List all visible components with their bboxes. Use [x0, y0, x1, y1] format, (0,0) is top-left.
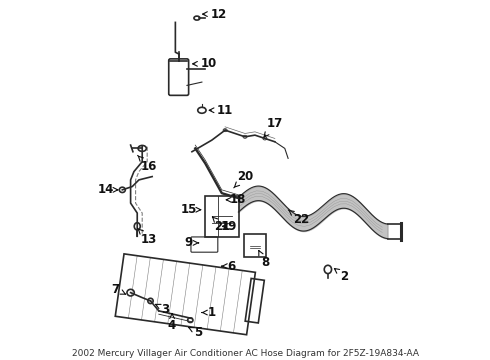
Text: 9: 9: [185, 237, 198, 249]
Text: 2002 Mercury Villager Air Conditioner AC Hose Diagram for 2F5Z-19A834-AA: 2002 Mercury Villager Air Conditioner AC…: [72, 349, 418, 358]
Text: 3: 3: [156, 303, 170, 316]
Text: 4: 4: [168, 314, 176, 332]
Text: 1: 1: [202, 306, 216, 319]
Text: 22: 22: [288, 210, 310, 226]
Text: 14: 14: [98, 183, 118, 196]
Text: 18: 18: [226, 193, 246, 206]
Text: 15: 15: [180, 203, 201, 216]
Text: 21: 21: [212, 217, 230, 233]
Text: 17: 17: [264, 117, 283, 137]
Text: 16: 16: [138, 156, 157, 173]
Text: 11: 11: [209, 104, 233, 117]
Text: 19: 19: [220, 220, 237, 233]
Text: 7: 7: [112, 283, 125, 296]
Text: 10: 10: [193, 57, 217, 70]
Text: 5: 5: [189, 326, 203, 339]
Text: 6: 6: [222, 260, 236, 273]
Text: 8: 8: [259, 251, 269, 269]
Text: 2: 2: [335, 269, 348, 283]
Text: 12: 12: [202, 8, 226, 21]
Text: 20: 20: [234, 170, 253, 188]
Text: 13: 13: [138, 228, 157, 246]
